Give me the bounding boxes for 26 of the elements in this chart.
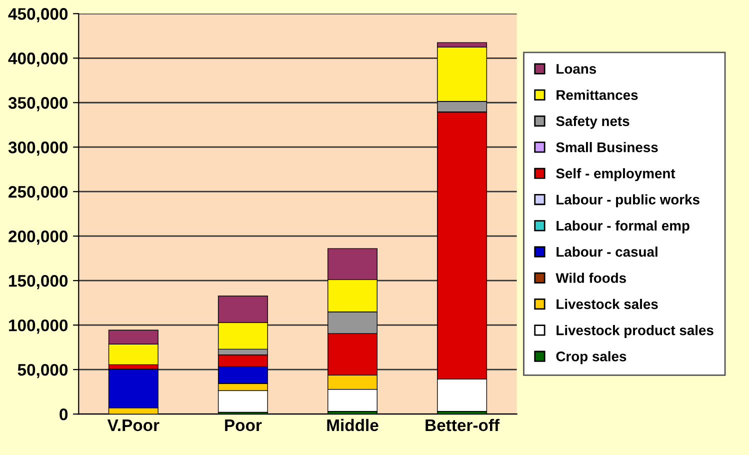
y-tick-label: 350,000: [8, 97, 68, 112]
x-tick-label: Poor: [225, 420, 262, 432]
y-tick-label: 0: [60, 408, 68, 420]
legend-label: Livestock sales: [556, 298, 658, 310]
legend-label: Loans: [556, 64, 596, 74]
y-tick-label: 400,000: [8, 52, 68, 67]
y-tick-label: 200,000: [8, 230, 68, 245]
y-tick-label: 250,000: [8, 186, 68, 200]
y-tick-label: 100,000: [9, 319, 68, 334]
legend-label: Labour - formal emp: [556, 220, 690, 234]
x-tick-label: Better-off: [426, 418, 500, 432]
legend-label: Wild foods: [556, 272, 626, 283]
legend-label: Self - employment: [556, 168, 676, 182]
x-tick-label: Middle: [327, 418, 378, 432]
legend-label: Livestock product sales: [556, 325, 714, 338]
y-tick-label: 150,000: [9, 274, 68, 290]
legend-label: Remittances: [556, 90, 638, 100]
legend-label: Safety nets: [556, 116, 630, 129]
y-tick-label: 300,000: [8, 142, 68, 156]
legend-label: Small Business: [556, 142, 658, 152]
legend-label: Crop sales: [556, 351, 626, 364]
legend-label: Labour - casual: [556, 246, 658, 257]
legend-label: Labour - public works: [556, 194, 700, 208]
x-tick-label: V.Poor: [107, 420, 160, 432]
y-tick-label: 50,000: [18, 364, 68, 378]
y-tick-label: 450,000: [8, 8, 68, 22]
